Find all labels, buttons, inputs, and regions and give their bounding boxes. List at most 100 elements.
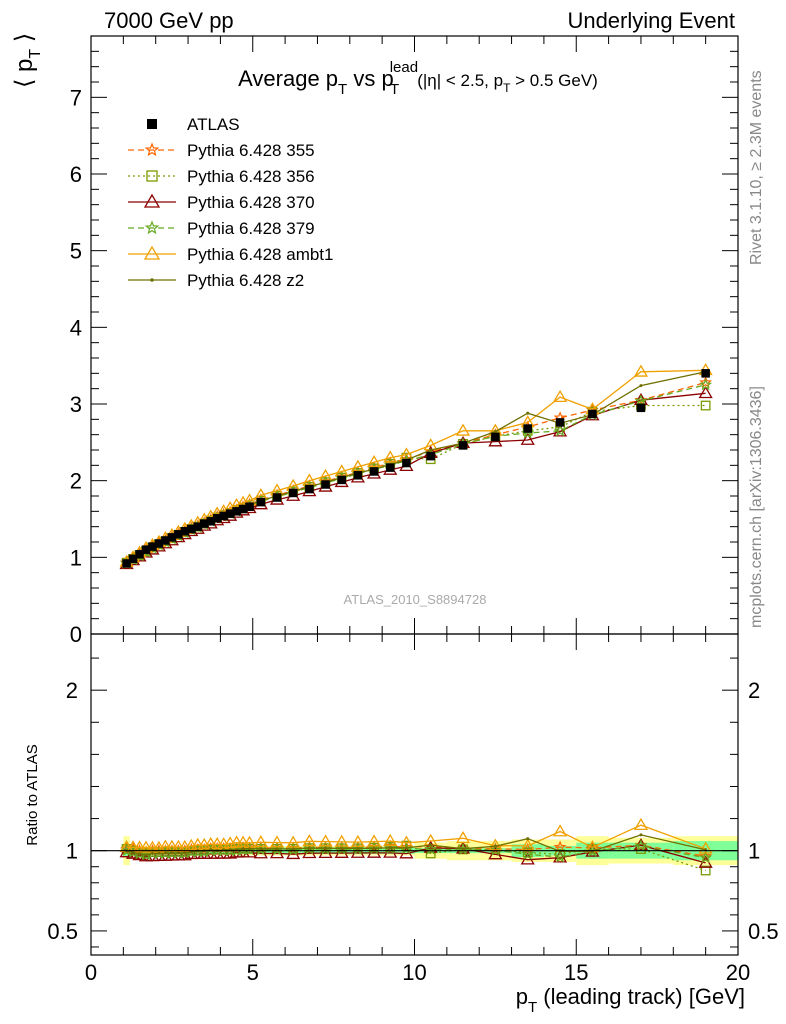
ratio-point-pythia-6-428-z2 bbox=[388, 846, 392, 850]
point-pythia-6-428-ambt1 bbox=[383, 450, 398, 463]
ratio-point-pythia-6-428-z2 bbox=[247, 847, 252, 851]
ratio-point-pythia-6-428-379 bbox=[521, 847, 535, 860]
ratio-point-pythia-6-428-ambt1 bbox=[383, 833, 398, 846]
ratio-point-pythia-6-428-355 bbox=[699, 849, 713, 862]
ratio-point-pythia-6-428-z2 bbox=[526, 837, 530, 841]
y-axis-label-main: ⟨ pT ⟩ bbox=[11, 33, 44, 88]
point-atlas bbox=[167, 533, 177, 542]
y-axis-label-ratio: Ratio to ATLAS bbox=[24, 744, 41, 845]
point-pythia-6-428-ambt1 bbox=[366, 455, 382, 468]
ratio-point-pythia-6-428-z2 bbox=[324, 846, 328, 850]
tick-layer: 0 5 10 15 20 0 1 2 3 4 5 6 7 2 2 1 1 0.5 0.5 bbox=[47, 35, 779, 985]
ratio-y-tick-label: 1 bbox=[66, 839, 78, 864]
y-tick-label: 2 bbox=[70, 469, 82, 494]
ratio-point-pythia-6-428-379 bbox=[351, 842, 365, 855]
point-atlas bbox=[212, 513, 222, 523]
ratio-point-pythia-6-428-z2 bbox=[157, 851, 161, 855]
ratio-point-pythia-6-428-ambt1 bbox=[269, 835, 285, 848]
point-atlas bbox=[321, 480, 330, 489]
point-atlas bbox=[385, 463, 395, 472]
point-atlas bbox=[305, 484, 314, 494]
point-atlas bbox=[135, 550, 144, 559]
y-tick-label: 4 bbox=[70, 315, 82, 340]
ratio-point-pythia-6-428-z2 bbox=[176, 851, 180, 855]
series-line-pythia-6-428-z2 bbox=[126, 371, 706, 565]
point-atlas bbox=[174, 530, 183, 539]
ratio-point-pythia-6-428-379 bbox=[120, 843, 133, 857]
point-atlas bbox=[402, 458, 411, 468]
point-atlas bbox=[491, 432, 500, 442]
ratio-point-pythia-6-428-z2 bbox=[493, 844, 497, 848]
ratio-point-pythia-6-428-ambt1 bbox=[366, 834, 382, 847]
ratio-point-pythia-6-428-ambt1 bbox=[253, 835, 268, 848]
ratio-point-pythia-6-428-z2 bbox=[183, 851, 187, 855]
ratio-point-pythia-6-428-ambt1 bbox=[302, 834, 317, 847]
series-line-pythia-6-428-356 bbox=[126, 404, 706, 564]
ratio-point-pythia-6-428-z2 bbox=[150, 851, 154, 856]
point-atlas bbox=[219, 511, 228, 521]
ratio-y-tick-label-right: 2 bbox=[748, 678, 760, 703]
point-atlas bbox=[238, 504, 248, 514]
point-pythia-6-428-370 bbox=[520, 432, 535, 445]
ratio-point-pythia-6-428-z2 bbox=[356, 846, 360, 850]
ratio-point-pythia-6-428-z2 bbox=[259, 847, 263, 851]
rivet-label: Rivet 3.1.10, ≥ 2.3M events bbox=[748, 70, 765, 265]
ratio-point-pythia-6-428-ambt1 bbox=[334, 834, 349, 847]
ratio-point-pythia-6-428-z2 bbox=[429, 843, 433, 847]
x-tick-label: 20 bbox=[726, 960, 750, 985]
ratio-point-pythia-6-428-379 bbox=[243, 842, 256, 856]
ratio-point-pythia-6-428-z2 bbox=[137, 852, 142, 856]
ratio-y-tick-label: 2 bbox=[66, 678, 78, 703]
header-left: 7000 GeV pp bbox=[104, 8, 234, 33]
ratio-plot-frame bbox=[90, 633, 739, 956]
ratio-point-pythia-6-428-379 bbox=[553, 850, 567, 863]
point-atlas bbox=[256, 497, 266, 507]
ratio-point-pythia-6-428-z2 bbox=[275, 847, 279, 851]
point-pythia-6-428-379 bbox=[699, 378, 713, 391]
ratio-point-pythia-6-428-ambt1 bbox=[698, 841, 713, 854]
point-atlas bbox=[141, 545, 151, 554]
ratio-point-pythia-6-428-ambt1 bbox=[318, 834, 333, 847]
point-atlas bbox=[206, 517, 215, 526]
legend-marker-pythia-6-428-370 bbox=[143, 193, 161, 208]
point-atlas bbox=[288, 488, 298, 498]
legend-label-pythia-6-428-z2: Pythia 6.428 z2 bbox=[187, 271, 304, 290]
ratio-point-pythia-6-428-z2 bbox=[372, 846, 376, 850]
analysis-watermark: ATLAS_2010_S8894728 bbox=[344, 592, 487, 607]
series-line-pythia-6-428-355 bbox=[126, 381, 706, 564]
legend-marker-pythia-6-428-ambt1 bbox=[143, 245, 161, 260]
point-pythia-6-428-370 bbox=[698, 386, 713, 399]
legend-label-atlas: ATLAS bbox=[187, 115, 240, 134]
ratio-point-pythia-6-428-z2 bbox=[404, 846, 408, 850]
y-tick-label: 3 bbox=[70, 392, 82, 417]
ratio-y-tick-label: 0.5 bbox=[47, 919, 78, 944]
x-tick-label: 5 bbox=[247, 960, 259, 985]
point-atlas bbox=[369, 467, 379, 476]
x-tick-label: 0 bbox=[85, 960, 97, 985]
ratio-point-pythia-6-428-356 bbox=[401, 840, 412, 851]
header-right: Underlying Event bbox=[567, 8, 735, 33]
legend-label-pythia-6-428-370: Pythia 6.428 370 bbox=[187, 193, 315, 212]
point-atlas bbox=[154, 539, 164, 548]
point-atlas bbox=[426, 451, 435, 461]
ratio-point-pythia-6-428-379 bbox=[634, 839, 648, 852]
y-tick-label: 7 bbox=[70, 85, 82, 110]
point-pythia-6-428-ambt1 bbox=[455, 423, 471, 436]
point-pythia-6-428-z2 bbox=[429, 448, 433, 452]
point-atlas bbox=[225, 509, 235, 518]
ratio-point-pythia-6-428-z2 bbox=[340, 846, 344, 850]
point-atlas bbox=[353, 471, 363, 480]
point-atlas bbox=[337, 475, 346, 485]
ratio-point-pythia-6-428-z2 bbox=[170, 851, 174, 855]
ratio-point-pythia-6-428-z2 bbox=[163, 851, 167, 855]
ratio-y-tick-label-right: 1 bbox=[748, 839, 760, 864]
legend-label-pythia-6-428-355: Pythia 6.428 355 bbox=[187, 141, 315, 160]
point-pythia-6-428-ambt1 bbox=[633, 364, 649, 377]
legend-label-pythia-6-428-356: Pythia 6.428 356 bbox=[187, 167, 315, 186]
point-atlas bbox=[199, 519, 209, 528]
point-atlas bbox=[180, 527, 190, 536]
point-pythia-6-428-z2 bbox=[493, 430, 497, 434]
legend-marker-pythia-6-428-356 bbox=[146, 170, 158, 182]
legend-label-pythia-6-428-ambt1: Pythia 6.428 ambt1 bbox=[187, 245, 333, 264]
